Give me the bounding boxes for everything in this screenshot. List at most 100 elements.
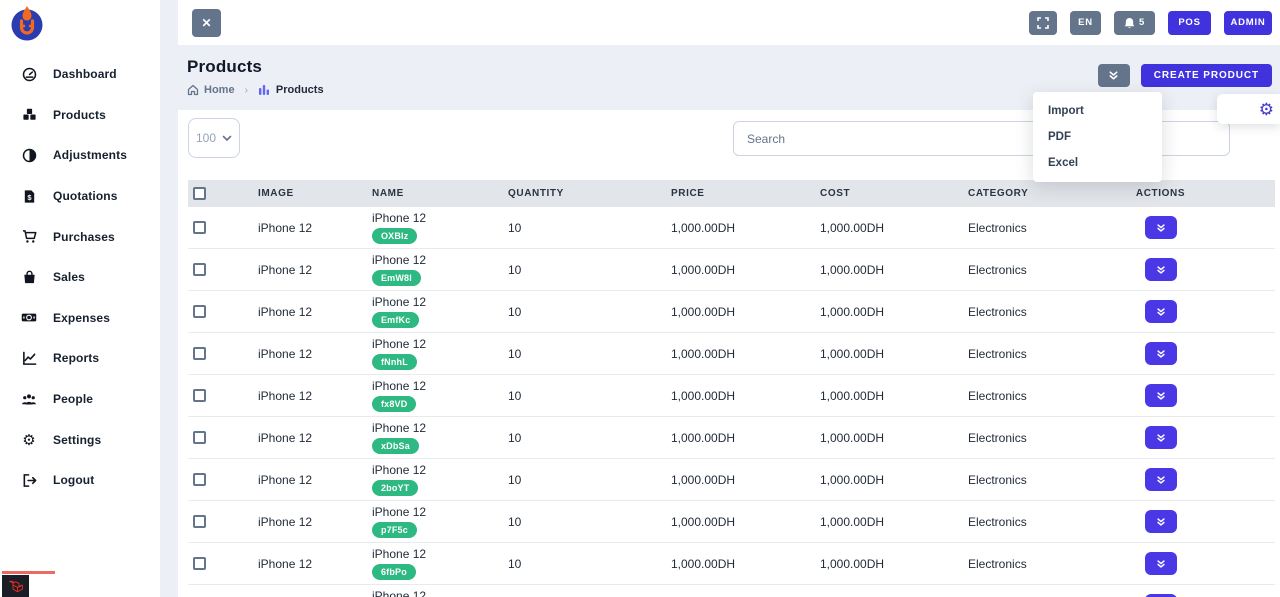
select-row-checkbox[interactable] (193, 473, 206, 486)
row-actions-button[interactable] (1144, 216, 1177, 239)
product-name-cell: iPhone 12 6fbPo (372, 543, 493, 584)
notification-count: 5 (1138, 17, 1146, 28)
row-actions-button[interactable] (1144, 342, 1177, 365)
product-price: 1,000.00DH (671, 220, 736, 235)
select-row-checkbox[interactable] (193, 305, 206, 318)
export-dropdown-toggle[interactable] (1097, 64, 1130, 87)
select-row-checkbox[interactable] (193, 557, 206, 570)
product-category: Electronics (968, 472, 1027, 487)
sidebar-item-adjustments[interactable]: Adjustments (0, 135, 160, 176)
sidebar-item-logout[interactable]: Logout (0, 460, 160, 501)
menu-item-pdf[interactable]: PDF (1048, 131, 1071, 143)
table-row: iPhone 12 iPhone 12 EmW8l 10 1,000.00DH … (188, 249, 1275, 291)
menu-item-excel[interactable]: Excel (1048, 157, 1079, 169)
select-row-checkbox[interactable] (193, 389, 206, 402)
table-body: iPhone 12 iPhone 12 OXBIz 10 1,000.00DH … (188, 207, 1275, 597)
product-name: iPhone 12 (372, 337, 427, 351)
product-quantity: 10 (508, 346, 522, 361)
product-price: 1,000.00DH (671, 304, 736, 319)
menu-item-import[interactable]: Import (1048, 105, 1084, 117)
column-header-name: NAME (372, 188, 404, 199)
create-product-button[interactable]: CREATE PRODUCT (1140, 64, 1272, 87)
sidebar-item-label: Logout (53, 473, 95, 488)
language-button[interactable]: EN (1070, 10, 1101, 35)
double-chevron-down-icon (1156, 307, 1165, 316)
product-code-badge: 6fbPo (372, 564, 416, 580)
close-button[interactable]: ✕ (192, 8, 221, 37)
sidebar-item-quotations[interactable]: $ Quotations (0, 176, 160, 217)
sidebar-item-dashboard[interactable]: Dashboard (0, 54, 160, 95)
product-quantity: 10 (508, 304, 522, 319)
sidebar-item-label: Purchases (53, 229, 115, 244)
sidebar-item-reports[interactable]: Reports (0, 338, 160, 379)
product-image-label: iPhone 12 (258, 388, 313, 403)
double-chevron-down-icon (1156, 475, 1165, 484)
product-image-label: iPhone 12 (258, 304, 313, 319)
product-name: iPhone 12 (372, 253, 427, 267)
table-row: iPhone 12 iPhone 12 fx8VD 10 1,000.00DH … (188, 375, 1275, 417)
main-area: ✕ EN 5 POS ADMIN Products Home › Product… (160, 0, 1280, 597)
logout-icon (21, 472, 37, 488)
column-header-price: PRICE (671, 188, 705, 199)
sidebar-item-people[interactable]: People (0, 379, 160, 420)
debugbar-accent-line (2, 571, 55, 574)
breadcrumb-home-link[interactable]: Home (187, 84, 235, 96)
topbar-right-actions: EN 5 POS ADMIN (1029, 10, 1272, 35)
row-actions-button[interactable] (1144, 258, 1177, 281)
double-chevron-down-icon (1156, 559, 1165, 568)
sidebar-item-expenses[interactable]: Expenses (0, 298, 160, 339)
product-name-cell: iPhone 12 S6Z9d (372, 585, 493, 597)
fullscreen-button[interactable] (1029, 10, 1057, 35)
products-boxes-icon (21, 107, 37, 123)
app-logo[interactable] (9, 5, 45, 41)
row-actions-button[interactable] (1144, 426, 1177, 449)
sidebar-item-sales[interactable]: Sales (0, 257, 160, 298)
sidebar: Dashboard Products Adjustments $ Quotati… (0, 0, 160, 597)
product-category: Electronics (968, 346, 1027, 361)
select-row-checkbox[interactable] (193, 431, 206, 444)
product-category: Electronics (968, 514, 1027, 529)
sidebar-item-settings[interactable]: ⚙ Settings (0, 419, 160, 460)
notifications-button[interactable]: 5 (1114, 10, 1155, 35)
sidebar-item-products[interactable]: Products (0, 95, 160, 136)
pos-button[interactable]: POS (1168, 10, 1211, 35)
row-actions-button[interactable] (1144, 300, 1177, 323)
product-name-cell: iPhone 12 fNnhL (372, 333, 493, 374)
product-quantity: 10 (508, 262, 522, 277)
product-image-label: iPhone 12 (258, 220, 313, 235)
row-actions-button[interactable] (1144, 384, 1177, 407)
table-row: iPhone 12 iPhone 12 xDbSa 10 1,000.00DH … (188, 417, 1275, 459)
product-category: Electronics (968, 262, 1027, 277)
select-row-checkbox[interactable] (193, 221, 206, 234)
row-actions-button[interactable] (1144, 468, 1177, 491)
table-row: iPhone 12 iPhone 12 p7F5c 10 1,000.00DH … (188, 501, 1275, 543)
product-name: iPhone 12 (372, 421, 427, 435)
row-actions-button[interactable] (1144, 552, 1177, 575)
product-category: Electronics (968, 220, 1027, 235)
double-chevron-down-icon (1156, 391, 1165, 400)
double-chevron-down-icon (1156, 223, 1165, 232)
flame-logo-icon (11, 6, 43, 41)
product-category: Electronics (968, 556, 1027, 571)
sidebar-item-purchases[interactable]: Purchases (0, 216, 160, 257)
admin-button[interactable]: ADMIN (1224, 10, 1272, 35)
column-settings-button[interactable]: ⚙ (1217, 94, 1280, 124)
product-code-badge: fx8VD (372, 396, 417, 412)
product-cost: 1,000.00DH (820, 388, 885, 403)
select-row-checkbox[interactable] (193, 515, 206, 528)
home-icon (187, 84, 199, 96)
row-actions-button[interactable] (1144, 594, 1177, 597)
page-size-select[interactable]: 100 (188, 118, 240, 158)
product-name: iPhone 12 (372, 295, 427, 309)
product-code-badge: OXBIz (372, 228, 418, 244)
select-all-checkbox[interactable] (193, 187, 206, 200)
row-actions-button[interactable] (1144, 510, 1177, 533)
product-code-badge: EmfKc (372, 312, 420, 328)
product-code-badge: 2boYT (372, 480, 419, 496)
export-dropdown-menu: Import PDF Excel (1033, 92, 1162, 182)
sidebar-item-label: Quotations (53, 189, 118, 204)
select-row-checkbox[interactable] (193, 263, 206, 276)
select-row-checkbox[interactable] (193, 347, 206, 360)
banknote-icon (21, 310, 37, 326)
debugbar-toggle[interactable] (2, 575, 29, 597)
